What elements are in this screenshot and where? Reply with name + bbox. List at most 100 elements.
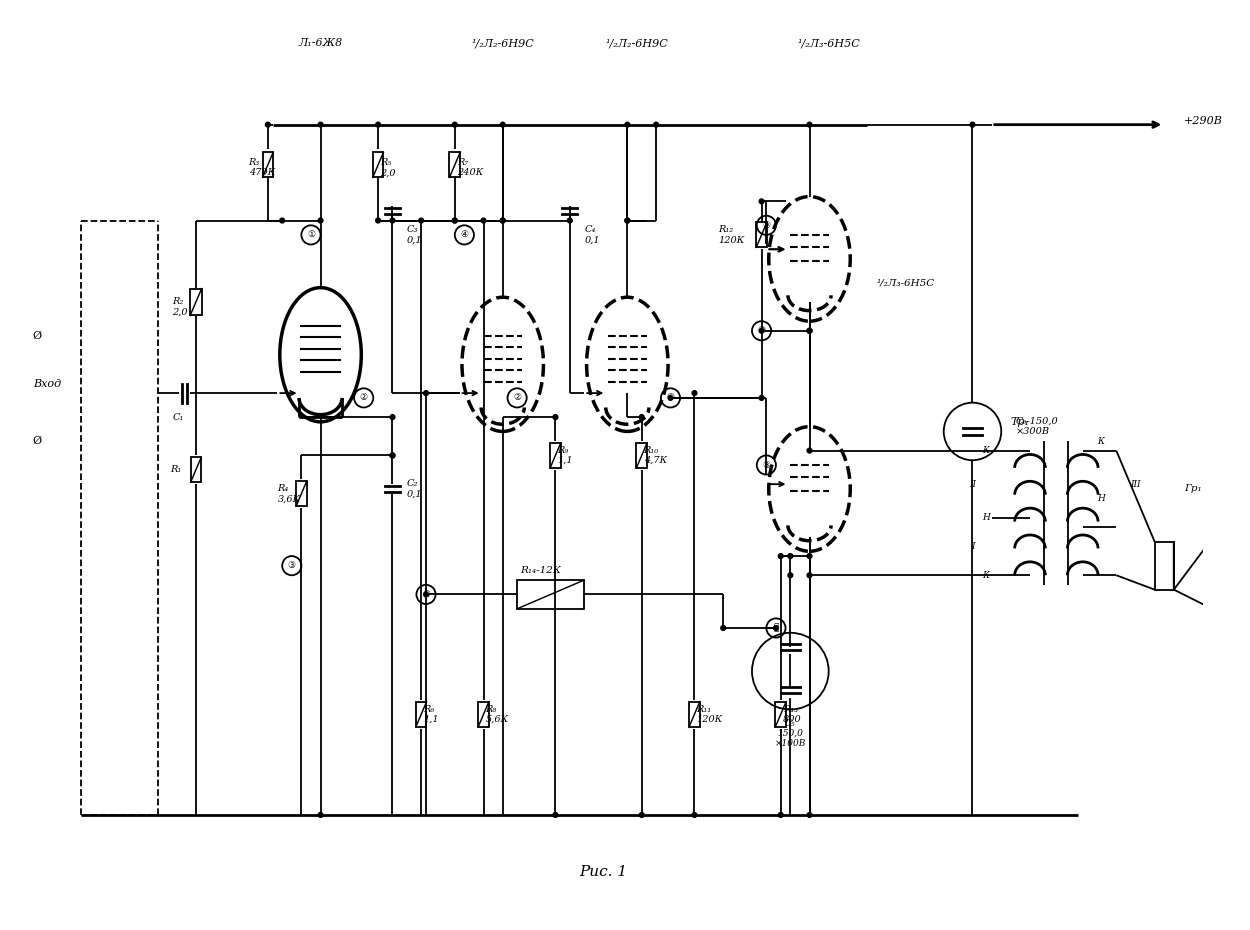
Circle shape (625, 122, 630, 127)
Circle shape (693, 391, 696, 395)
Bar (518, 580, 584, 609)
Circle shape (639, 415, 644, 419)
Circle shape (639, 813, 644, 817)
Text: К: К (982, 446, 989, 455)
Text: III: III (1130, 480, 1141, 488)
Bar (775, 702, 786, 726)
Bar (262, 153, 272, 178)
Circle shape (280, 219, 285, 223)
Text: Л₁-6Ж8: Л₁-6Ж8 (299, 38, 343, 48)
Circle shape (625, 219, 630, 223)
Text: Рис. 1: Рис. 1 (579, 866, 628, 880)
Circle shape (808, 573, 812, 578)
Text: ⑩: ⑩ (758, 326, 766, 336)
Text: R₁₀
4,7К: R₁₀ 4,7К (644, 445, 666, 465)
Circle shape (779, 553, 784, 559)
Text: ⑧: ⑧ (762, 460, 770, 470)
Circle shape (693, 813, 696, 817)
Text: R₈
5,6К: R₈ 5,6К (485, 705, 509, 724)
Bar (296, 482, 306, 506)
Circle shape (376, 219, 380, 223)
Circle shape (808, 328, 812, 333)
Circle shape (808, 448, 812, 453)
Text: R₃
470К: R₃ 470К (249, 158, 275, 178)
Text: ¹/₂Л₃-6Н5С: ¹/₂Л₃-6Н5С (798, 38, 860, 48)
Circle shape (265, 122, 270, 127)
Text: ②: ② (512, 393, 521, 403)
Text: Вход: Вход (32, 379, 61, 389)
Bar (450, 153, 460, 178)
Circle shape (500, 219, 505, 223)
Text: Ø: Ø (32, 330, 43, 340)
Text: С₆-150,0
×300В: С₆-150,0 ×300В (1016, 417, 1059, 436)
Text: R₆
1,1: R₆ 1,1 (424, 705, 439, 724)
Circle shape (808, 813, 812, 817)
Text: R₁₃
800: R₁₃ 800 (782, 705, 801, 724)
Bar (416, 702, 426, 726)
Circle shape (376, 122, 380, 127)
Text: R₁: R₁ (170, 465, 181, 474)
Text: ⑨: ⑨ (762, 220, 770, 230)
Circle shape (319, 122, 322, 127)
Circle shape (774, 626, 779, 631)
Text: ④: ④ (460, 231, 469, 239)
Circle shape (452, 219, 458, 223)
Text: С₄
0,1: С₄ 0,1 (584, 225, 600, 245)
Bar (1155, 541, 1174, 590)
Circle shape (970, 122, 975, 127)
Text: ③: ③ (288, 561, 296, 570)
Text: С₂
0,1: С₂ 0,1 (406, 479, 422, 498)
Circle shape (390, 415, 395, 419)
Circle shape (808, 328, 812, 333)
Text: ¹/₂Л₂-6Н9С: ¹/₂Л₂-6Н9С (471, 38, 534, 48)
Circle shape (452, 219, 458, 223)
Circle shape (568, 219, 572, 223)
Bar (190, 288, 201, 315)
Circle shape (390, 453, 395, 458)
Text: ⑥: ⑥ (666, 393, 675, 403)
Circle shape (654, 122, 659, 127)
Text: К: К (982, 571, 989, 579)
Text: ¹/₂Л₂-6Н9С: ¹/₂Л₂-6Н9С (605, 38, 669, 48)
Text: ①: ① (308, 231, 315, 239)
Bar (479, 702, 489, 726)
Text: R₂
2,0: R₂ 2,0 (173, 297, 188, 316)
Circle shape (668, 395, 672, 400)
Circle shape (779, 813, 784, 817)
Circle shape (808, 122, 812, 127)
Circle shape (424, 592, 429, 597)
Bar (550, 443, 561, 468)
Circle shape (500, 219, 505, 223)
Text: ⑪: ⑪ (774, 623, 779, 632)
Bar (636, 443, 648, 468)
Circle shape (759, 328, 764, 333)
Circle shape (424, 391, 429, 395)
Circle shape (552, 415, 558, 419)
Circle shape (552, 813, 558, 817)
Text: ②: ② (360, 393, 368, 403)
Circle shape (625, 219, 630, 223)
Text: I: I (971, 542, 974, 551)
Text: R₇
240К: R₇ 240К (456, 158, 482, 178)
Circle shape (390, 453, 395, 458)
Text: Тр₁: Тр₁ (1011, 417, 1030, 427)
Text: R₉
1,1: R₉ 1,1 (558, 445, 572, 465)
Circle shape (500, 122, 505, 127)
Text: С₃
0,1: С₃ 0,1 (406, 225, 422, 245)
Text: Н: Н (1098, 494, 1105, 503)
Circle shape (788, 553, 792, 559)
Text: +290В: +290В (1184, 116, 1222, 126)
Text: R₁₄-12К: R₁₄-12К (520, 566, 561, 575)
Circle shape (481, 219, 486, 223)
Text: R₄
3,6К: R₄ 3,6К (278, 484, 300, 503)
Text: R₁₁
120К: R₁₁ 120К (696, 705, 722, 724)
Circle shape (721, 626, 725, 631)
Circle shape (759, 395, 764, 400)
Text: Гр₁: Гр₁ (1184, 485, 1201, 494)
Circle shape (808, 553, 812, 559)
Text: Ø: Ø (32, 436, 43, 446)
Text: ⑤: ⑤ (422, 590, 430, 599)
Circle shape (452, 122, 458, 127)
Text: R₁₂
120К: R₁₂ 120К (719, 225, 745, 245)
Circle shape (319, 219, 322, 223)
